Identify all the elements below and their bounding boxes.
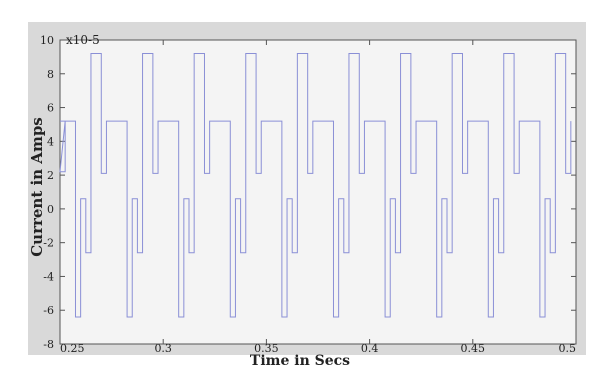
y-multiplier-label: x10-5 bbox=[66, 33, 100, 47]
y-tick-label: 4 bbox=[47, 135, 54, 148]
current-waveform-line bbox=[59, 53, 572, 318]
y-tick-label: 2 bbox=[47, 169, 54, 182]
y-tick-label: 10 bbox=[40, 34, 54, 47]
y-tick-label: 6 bbox=[47, 102, 54, 115]
x-tick-label: 0.35 bbox=[254, 342, 279, 355]
y-tick-label: -2 bbox=[43, 237, 54, 250]
x-axis-label: Time in Secs bbox=[250, 353, 350, 369]
y-tick-label: -4 bbox=[43, 270, 54, 283]
y-tick-label: 0 bbox=[47, 203, 54, 216]
axis-ticks: -8 -6 -4 -2 0 2 4 6 8 10 0.25 0.3 0.35 0.4 0.45 0.5 bbox=[40, 34, 577, 355]
plot-area bbox=[59, 39, 577, 345]
x-tick-label: 0.25 bbox=[60, 342, 85, 355]
x-tick-label: 0.4 bbox=[361, 342, 379, 355]
y-tick-label: -6 bbox=[43, 304, 54, 317]
y-axis-label: Current in Amps bbox=[28, 117, 46, 257]
x-tick-label: 0.5 bbox=[559, 342, 577, 355]
y-tick-label: 8 bbox=[47, 68, 54, 81]
x-tick-label: 0.45 bbox=[461, 342, 486, 355]
y-tick-label: -8 bbox=[43, 338, 54, 351]
series-group bbox=[59, 53, 572, 318]
x-tick-label: 0.3 bbox=[154, 342, 172, 355]
